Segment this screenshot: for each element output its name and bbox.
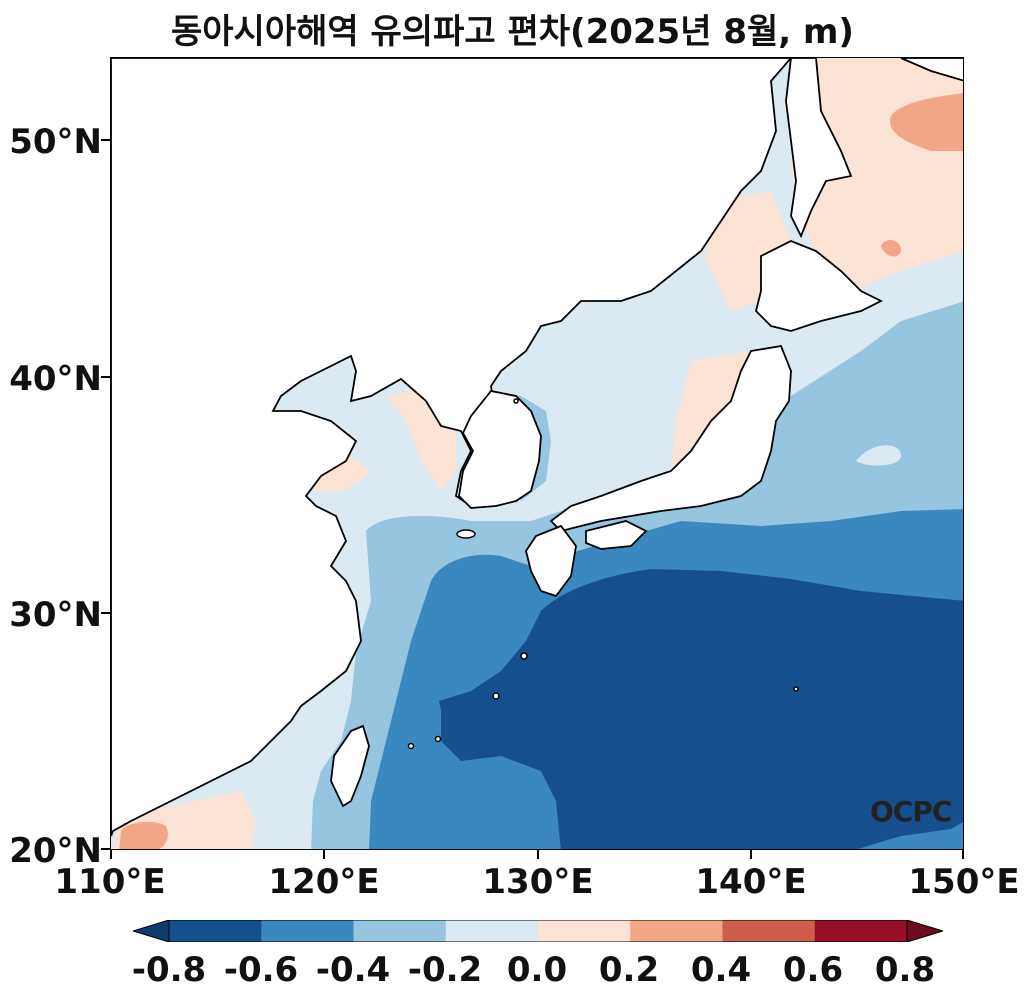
colorbar-cell — [538, 920, 631, 942]
anomaly-band-salmon — [881, 239, 901, 257]
ocpc-watermark: OCPC — [870, 795, 952, 828]
colorbar-tick-label: 0.4 — [690, 950, 752, 990]
colorbar-extend-high — [906, 920, 943, 942]
anomaly-map — [111, 58, 963, 849]
lon-tick — [323, 850, 325, 859]
colorbar-cell — [261, 920, 354, 942]
anomaly-band-light-salmon — [306, 456, 371, 491]
colorbar-tick-label: 0.6 — [782, 950, 844, 990]
land-island — [492, 692, 500, 700]
land-taiwan — [330, 724, 370, 808]
map-panel — [110, 57, 964, 850]
land-island — [407, 742, 415, 750]
map-title: 동아시아해역 유의파고 편차(2025년 8월, m) — [171, 12, 854, 52]
colorbar-tick-label: -0.6 — [223, 950, 299, 990]
lat-label-50: 50°N — [9, 122, 102, 162]
lat-label-40: 40°N — [9, 359, 102, 399]
colorbar-cell — [169, 920, 262, 942]
lat-tick — [101, 612, 110, 614]
lon-label-150: 150°E — [908, 862, 1020, 902]
lon-tick — [962, 850, 964, 859]
lon-label-120: 120°E — [268, 862, 380, 902]
land-japan-honshu — [549, 344, 792, 532]
colorbar-cell — [445, 920, 539, 942]
lat-tick — [101, 139, 110, 141]
colorbar-tick-label: -0.8 — [131, 950, 207, 990]
land-asia-continent — [111, 58, 793, 837]
anomaly-band-salmon — [119, 821, 168, 849]
lon-label-110: 110°E — [54, 862, 166, 902]
lat-label-20: 20°N — [9, 831, 102, 871]
land-korea — [458, 390, 542, 509]
colorbar-tick-label: 0.8 — [874, 950, 936, 990]
land-japan-hokkaido — [755, 240, 884, 332]
colorbar-tick-label: -0.4 — [315, 950, 391, 990]
land-okinawa — [520, 652, 528, 660]
land-ulleungdo — [513, 398, 519, 404]
anomaly-band-dark-blue — [439, 569, 963, 849]
colorbar-tick-label: -0.2 — [407, 950, 483, 990]
lon-tick — [110, 850, 112, 859]
lon-label-140: 140°E — [695, 862, 807, 902]
colorbar-extend-low — [133, 920, 170, 942]
colorbar-cell — [814, 920, 908, 942]
land-japan-shikoku — [585, 520, 648, 550]
colorbar-cell — [630, 920, 723, 942]
land-island — [434, 735, 442, 743]
lon-tick — [750, 850, 752, 859]
lat-label-30: 30°N — [9, 595, 102, 635]
land-jeju — [456, 529, 476, 539]
land-japan-kyushu — [525, 524, 577, 598]
lon-tick — [537, 850, 539, 859]
colorbar-cell — [353, 920, 447, 942]
lat-tick — [101, 848, 110, 850]
colorbar-tick-label: 0.2 — [598, 950, 660, 990]
colorbar — [133, 920, 943, 942]
land-island — [793, 686, 799, 692]
colorbar-tick-label: 0.0 — [506, 950, 568, 990]
land-sakhalin — [785, 58, 853, 239]
lon-label-130: 130°E — [482, 862, 594, 902]
anomaly-band-light-blue-patch — [856, 445, 901, 466]
land-kamchatka — [900, 58, 963, 82]
lat-tick — [101, 376, 110, 378]
anomaly-band-salmon — [890, 93, 963, 151]
colorbar-cell — [722, 920, 816, 942]
